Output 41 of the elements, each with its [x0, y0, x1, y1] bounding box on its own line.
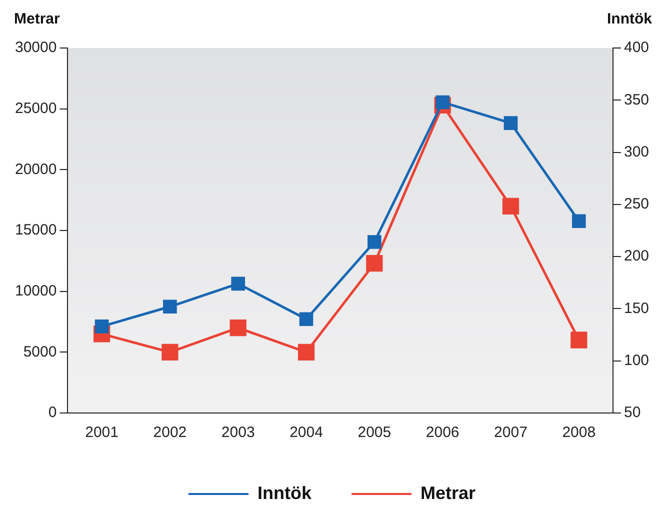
x-tick-label: 2001	[85, 424, 118, 442]
y2-tick-label: 100	[624, 352, 650, 369]
y2-tick-label: 300	[624, 143, 650, 160]
x-tick-label: 2007	[494, 424, 528, 442]
point	[230, 320, 246, 336]
y2-tick-label: 50	[624, 404, 641, 422]
y2-tick-label: 400	[624, 39, 650, 56]
y-tick-label: 5000	[23, 343, 57, 360]
y-axis-title: Metrar	[14, 10, 60, 28]
point	[299, 312, 314, 326]
legend-label: Metrar	[420, 482, 476, 503]
y-tick-label: 0	[48, 404, 57, 422]
point	[368, 235, 382, 249]
point	[231, 276, 246, 291]
point	[572, 214, 586, 228]
y2-tick-label: 200	[624, 248, 650, 265]
point	[436, 95, 450, 110]
y2-tick-label: 150	[624, 300, 650, 317]
y2-axis-title: Inntök	[607, 10, 653, 28]
point	[502, 198, 520, 214]
x-tick-label: 2004	[290, 424, 323, 442]
y-tick-label: 20000	[14, 160, 57, 178]
point	[163, 300, 177, 314]
x-tick-label: 2002	[153, 424, 187, 442]
x-tick-label: 2003	[221, 424, 255, 442]
point	[94, 320, 109, 334]
point	[298, 344, 315, 360]
x-tick-label: 2008	[562, 424, 596, 442]
x-tick-label: 2005	[358, 424, 392, 442]
y-tick-label: 15000	[14, 222, 57, 239]
point	[570, 332, 588, 348]
y-tick-label: 10000	[14, 282, 57, 300]
x-tick-label: 2006	[426, 424, 460, 442]
point	[162, 344, 178, 360]
point	[504, 116, 518, 130]
legend-label: Inntök	[257, 482, 312, 503]
y-tick-label: 25000	[14, 100, 57, 117]
y2-tick-label: 250	[624, 196, 650, 213]
point	[366, 255, 383, 272]
y-tick-label: 30000	[14, 39, 57, 56]
y2-tick-label: 350	[624, 91, 650, 108]
